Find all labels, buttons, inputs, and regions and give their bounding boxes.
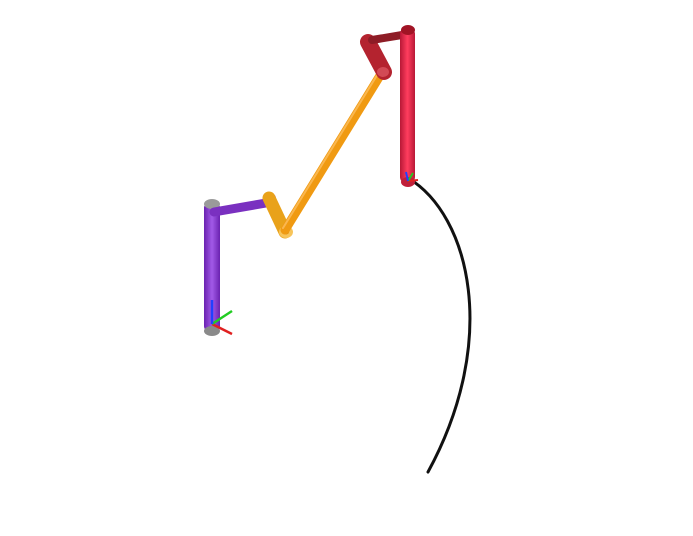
- end-link[interactable]: [400, 25, 415, 187]
- base-link[interactable]: [204, 199, 220, 336]
- trajectory-curve: [406, 176, 472, 474]
- base-axes: [210, 300, 233, 336]
- arm-link[interactable]: [280, 69, 386, 235]
- end-effector-axes: [405, 171, 419, 182]
